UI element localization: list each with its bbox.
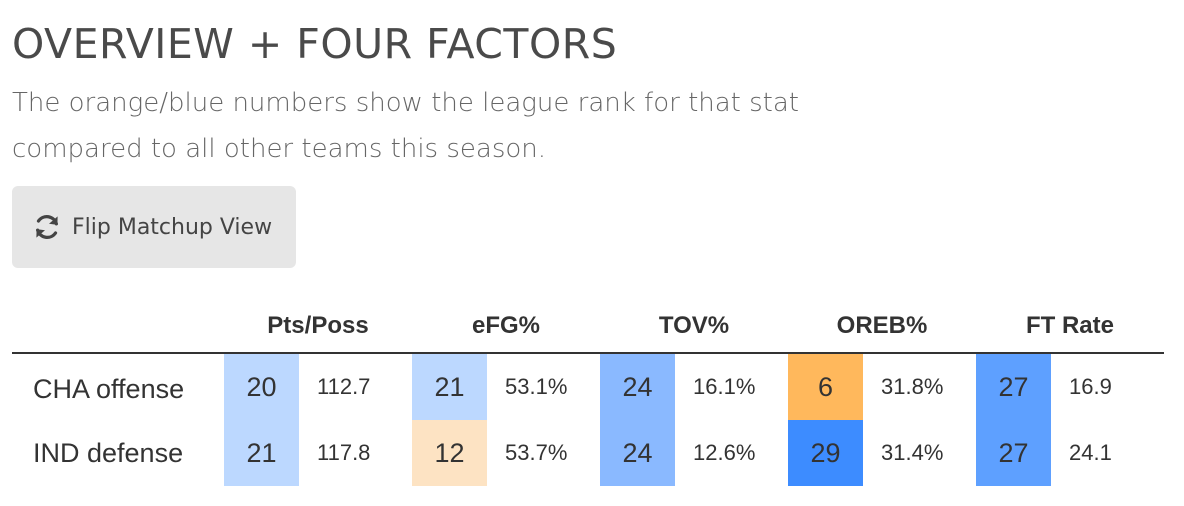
- rank-cell: 20: [224, 353, 299, 420]
- flip-matchup-button[interactable]: Flip Matchup View: [12, 186, 296, 268]
- value-cell: 31.4%: [881, 440, 944, 465]
- value-cell: 31.8%: [881, 374, 944, 399]
- rank-cell: 27: [976, 420, 1051, 486]
- column-header: TOV%: [600, 300, 788, 354]
- rank-cell: 27: [976, 353, 1051, 420]
- table-row: CHA offense 20 112.7 21 53.1% 24 16.1% 6…: [12, 353, 1164, 420]
- rank-cell: 29: [788, 420, 863, 486]
- rank-cell: 21: [224, 420, 299, 486]
- value-cell: 112.7: [317, 374, 371, 399]
- value-cell: 16.9: [1069, 374, 1112, 399]
- table-row: IND defense 21 117.8 12 53.7% 24 12.6% 2…: [12, 420, 1164, 486]
- value-cell: 16.1%: [693, 374, 756, 399]
- column-header: OREB%: [788, 300, 976, 354]
- row-label: CHA offense: [33, 373, 185, 404]
- page-title: OVERVIEW + FOUR FACTORS: [12, 20, 618, 68]
- rank-cell: 24: [600, 353, 675, 420]
- refresh-icon: [32, 212, 62, 242]
- value-cell: 24.1: [1069, 440, 1112, 465]
- value-cell: 53.7%: [505, 440, 568, 465]
- column-header: Pts/Poss: [224, 300, 412, 354]
- column-header: eFG%: [412, 300, 600, 354]
- rank-cell: 21: [412, 353, 487, 420]
- table-header-row: Pts/Poss eFG% TOV% OREB% FT Rate: [12, 300, 1164, 354]
- column-header: FT Rate: [976, 300, 1164, 354]
- value-cell: 53.1%: [505, 374, 568, 399]
- value-cell: 12.6%: [693, 440, 756, 465]
- value-cell: 117.8: [317, 440, 371, 465]
- four-factors-table: Pts/Poss eFG% TOV% OREB% FT Rate CHA off…: [12, 300, 1164, 486]
- rank-cell: 6: [788, 353, 863, 420]
- flip-matchup-label: Flip Matchup View: [72, 214, 273, 240]
- rank-cell: 24: [600, 420, 675, 486]
- row-label: IND defense: [33, 437, 184, 468]
- header-blank: [12, 300, 224, 354]
- rank-cell: 12: [412, 420, 487, 486]
- page-subtitle: The orange/blue numbers show the league …: [12, 88, 799, 164]
